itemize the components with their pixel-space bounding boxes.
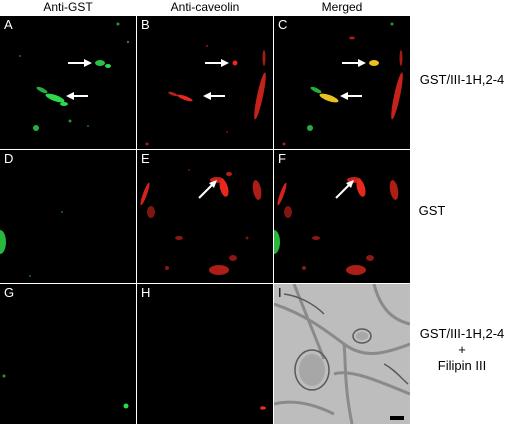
row-label-3-line-3: Filipin III (437, 358, 487, 373)
row-label-3: GST/III-1H,2-4 + Filipin III (412, 326, 512, 374)
row-label-3-line-2: + (458, 342, 466, 357)
panel-letter-e: E (141, 151, 150, 166)
scale-bar (390, 416, 404, 420)
panel-letter-c: C (278, 17, 288, 32)
panel-letter-i: I (278, 285, 282, 300)
panel-letter-h: H (141, 285, 151, 300)
panel-i: I (274, 284, 410, 424)
row-label-1: GST/III-1H,2-4 (412, 72, 512, 88)
panel-f-image (274, 177, 399, 275)
row-label-1-line-1: GST/III-1H,2-4 (419, 72, 505, 87)
panel-letter-b: B (141, 17, 150, 32)
panel-h: H (137, 284, 273, 424)
panel-g: G (0, 284, 136, 424)
panel-d-image (0, 211, 63, 277)
panel-e-image (140, 169, 262, 275)
panel-letter-d: D (4, 151, 14, 166)
panel-a-image (19, 22, 130, 131)
column-header-anti-caveolin: Anti-caveolin (170, 0, 240, 14)
panel-letter-f: F (278, 151, 286, 166)
panel-e: E (137, 150, 273, 283)
panel-d: D (0, 150, 136, 283)
row-label-2: GST (412, 203, 452, 219)
panel-f: F (274, 150, 410, 283)
panel-a: A (0, 16, 136, 149)
row-label-2-line-1: GST (418, 203, 446, 218)
panel-c-image (282, 22, 403, 146)
panel-letter-g: G (4, 285, 15, 300)
panel-b-image (145, 45, 266, 146)
column-header-merged: Merged (321, 0, 363, 14)
panel-i-brightfield-image (274, 284, 410, 424)
panel-b: B (137, 16, 273, 149)
column-header-anti-gst: Anti-GST (43, 0, 93, 14)
panel-c: C (274, 16, 410, 149)
row-label-3-line-1: GST/III-1H,2-4 (419, 326, 505, 341)
panel-g-image (2, 374, 129, 409)
panel-letter-a: A (4, 17, 13, 32)
panel-h-image (260, 406, 266, 410)
